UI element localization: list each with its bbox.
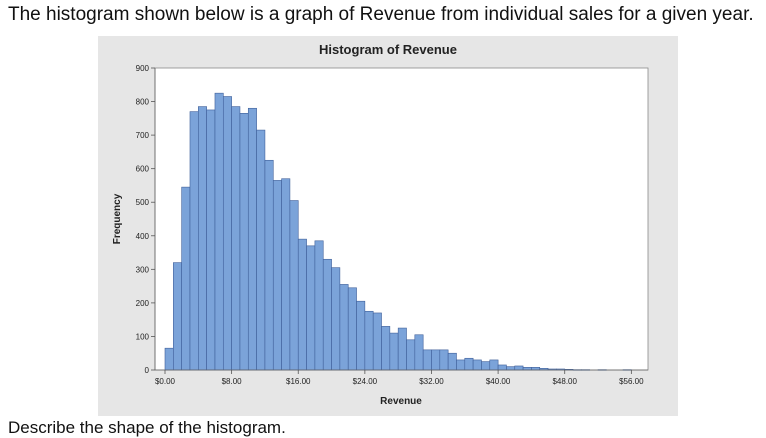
histogram-bar	[481, 361, 491, 371]
y-tick-label: 200	[136, 299, 150, 308]
x-axis-label: Revenue	[380, 396, 422, 407]
histogram-bar	[414, 334, 424, 371]
y-tick-label: 600	[136, 165, 150, 174]
histogram-bar	[306, 245, 316, 371]
histogram-bar	[356, 300, 366, 371]
histogram-bar	[389, 332, 399, 371]
histogram-bar	[431, 349, 441, 371]
chart-title: Histogram of Revenue	[319, 42, 457, 57]
x-tick-label: $0.00	[155, 377, 176, 386]
histogram-bar	[281, 178, 291, 371]
histogram-bar	[372, 312, 382, 371]
histogram-bar	[522, 367, 532, 371]
histogram-bar	[381, 326, 391, 371]
histogram-bar	[339, 284, 349, 371]
histogram-bar	[489, 359, 499, 371]
histogram-bar	[173, 262, 182, 371]
histogram-bar	[214, 92, 224, 371]
x-tick-label: $24.00	[353, 377, 378, 386]
y-tick-label: 500	[136, 198, 150, 207]
histogram-bar	[239, 113, 249, 371]
x-tick-label: $16.00	[286, 377, 311, 386]
histogram-bar	[322, 258, 332, 371]
histogram-bar	[439, 349, 449, 371]
histogram-bar	[272, 180, 282, 371]
y-axis-ticks: 0 100 200 300 400 500 600 700 800 900	[136, 64, 155, 375]
x-tick-label: $40.00	[486, 377, 511, 386]
y-axis-label: Frequency	[112, 193, 123, 244]
histogram-chart: Histogram of Revenue 0 100 200 300 400 500 600…	[112, 42, 649, 407]
histogram-bar	[222, 96, 232, 371]
histogram-bar	[231, 106, 241, 371]
histogram-bar	[464, 357, 474, 371]
histogram-bar	[181, 186, 191, 371]
histogram-bar	[531, 367, 541, 371]
y-tick-label: 100	[136, 332, 150, 341]
x-tick-label: $32.00	[419, 377, 444, 386]
y-tick-label: 400	[136, 232, 150, 241]
histogram-bar	[456, 359, 466, 371]
histogram-bar	[347, 287, 357, 371]
y-tick-label: 800	[136, 98, 150, 107]
histogram-bar	[164, 347, 174, 371]
histogram-bar	[497, 364, 507, 371]
x-tick-label: $8.00	[222, 377, 243, 386]
histogram-bar	[506, 366, 516, 371]
y-tick-label: 300	[136, 265, 150, 274]
histogram-bar	[397, 327, 407, 371]
y-tick-label: 900	[136, 64, 150, 73]
x-axis-ticks: $0.00 $8.00 $16.00 $24.00 $32.00 $40.00 $48.00…	[155, 370, 644, 386]
histogram-bar	[189, 111, 199, 371]
histogram-bar	[206, 109, 216, 371]
histogram-bar	[247, 107, 257, 371]
histogram-bar	[472, 359, 482, 371]
histogram-figure: Histogram of Revenue 0 100 200 300 400 500 600…	[98, 36, 678, 416]
cutoff-question-text: Describe the shape of the histogram.	[8, 418, 286, 437]
histogram-bar	[198, 106, 207, 371]
y-tick-label: 700	[136, 131, 150, 140]
histogram-bar	[264, 159, 274, 371]
histogram-bar	[289, 200, 299, 371]
histogram-bar	[447, 352, 457, 371]
histogram-bar	[364, 310, 374, 371]
histogram-bar	[314, 240, 324, 371]
histogram-bar	[331, 267, 341, 371]
histogram-bar	[256, 129, 266, 371]
histogram-bar	[514, 365, 524, 371]
x-tick-label: $48.00	[552, 377, 577, 386]
question-text: The histogram shown below is a graph of …	[8, 4, 754, 25]
histogram-bar	[422, 349, 432, 371]
x-tick-label: $56.00	[619, 377, 644, 386]
y-tick-label: 0	[145, 366, 150, 375]
histogram-bar	[297, 238, 307, 371]
histogram-bar	[406, 339, 416, 371]
